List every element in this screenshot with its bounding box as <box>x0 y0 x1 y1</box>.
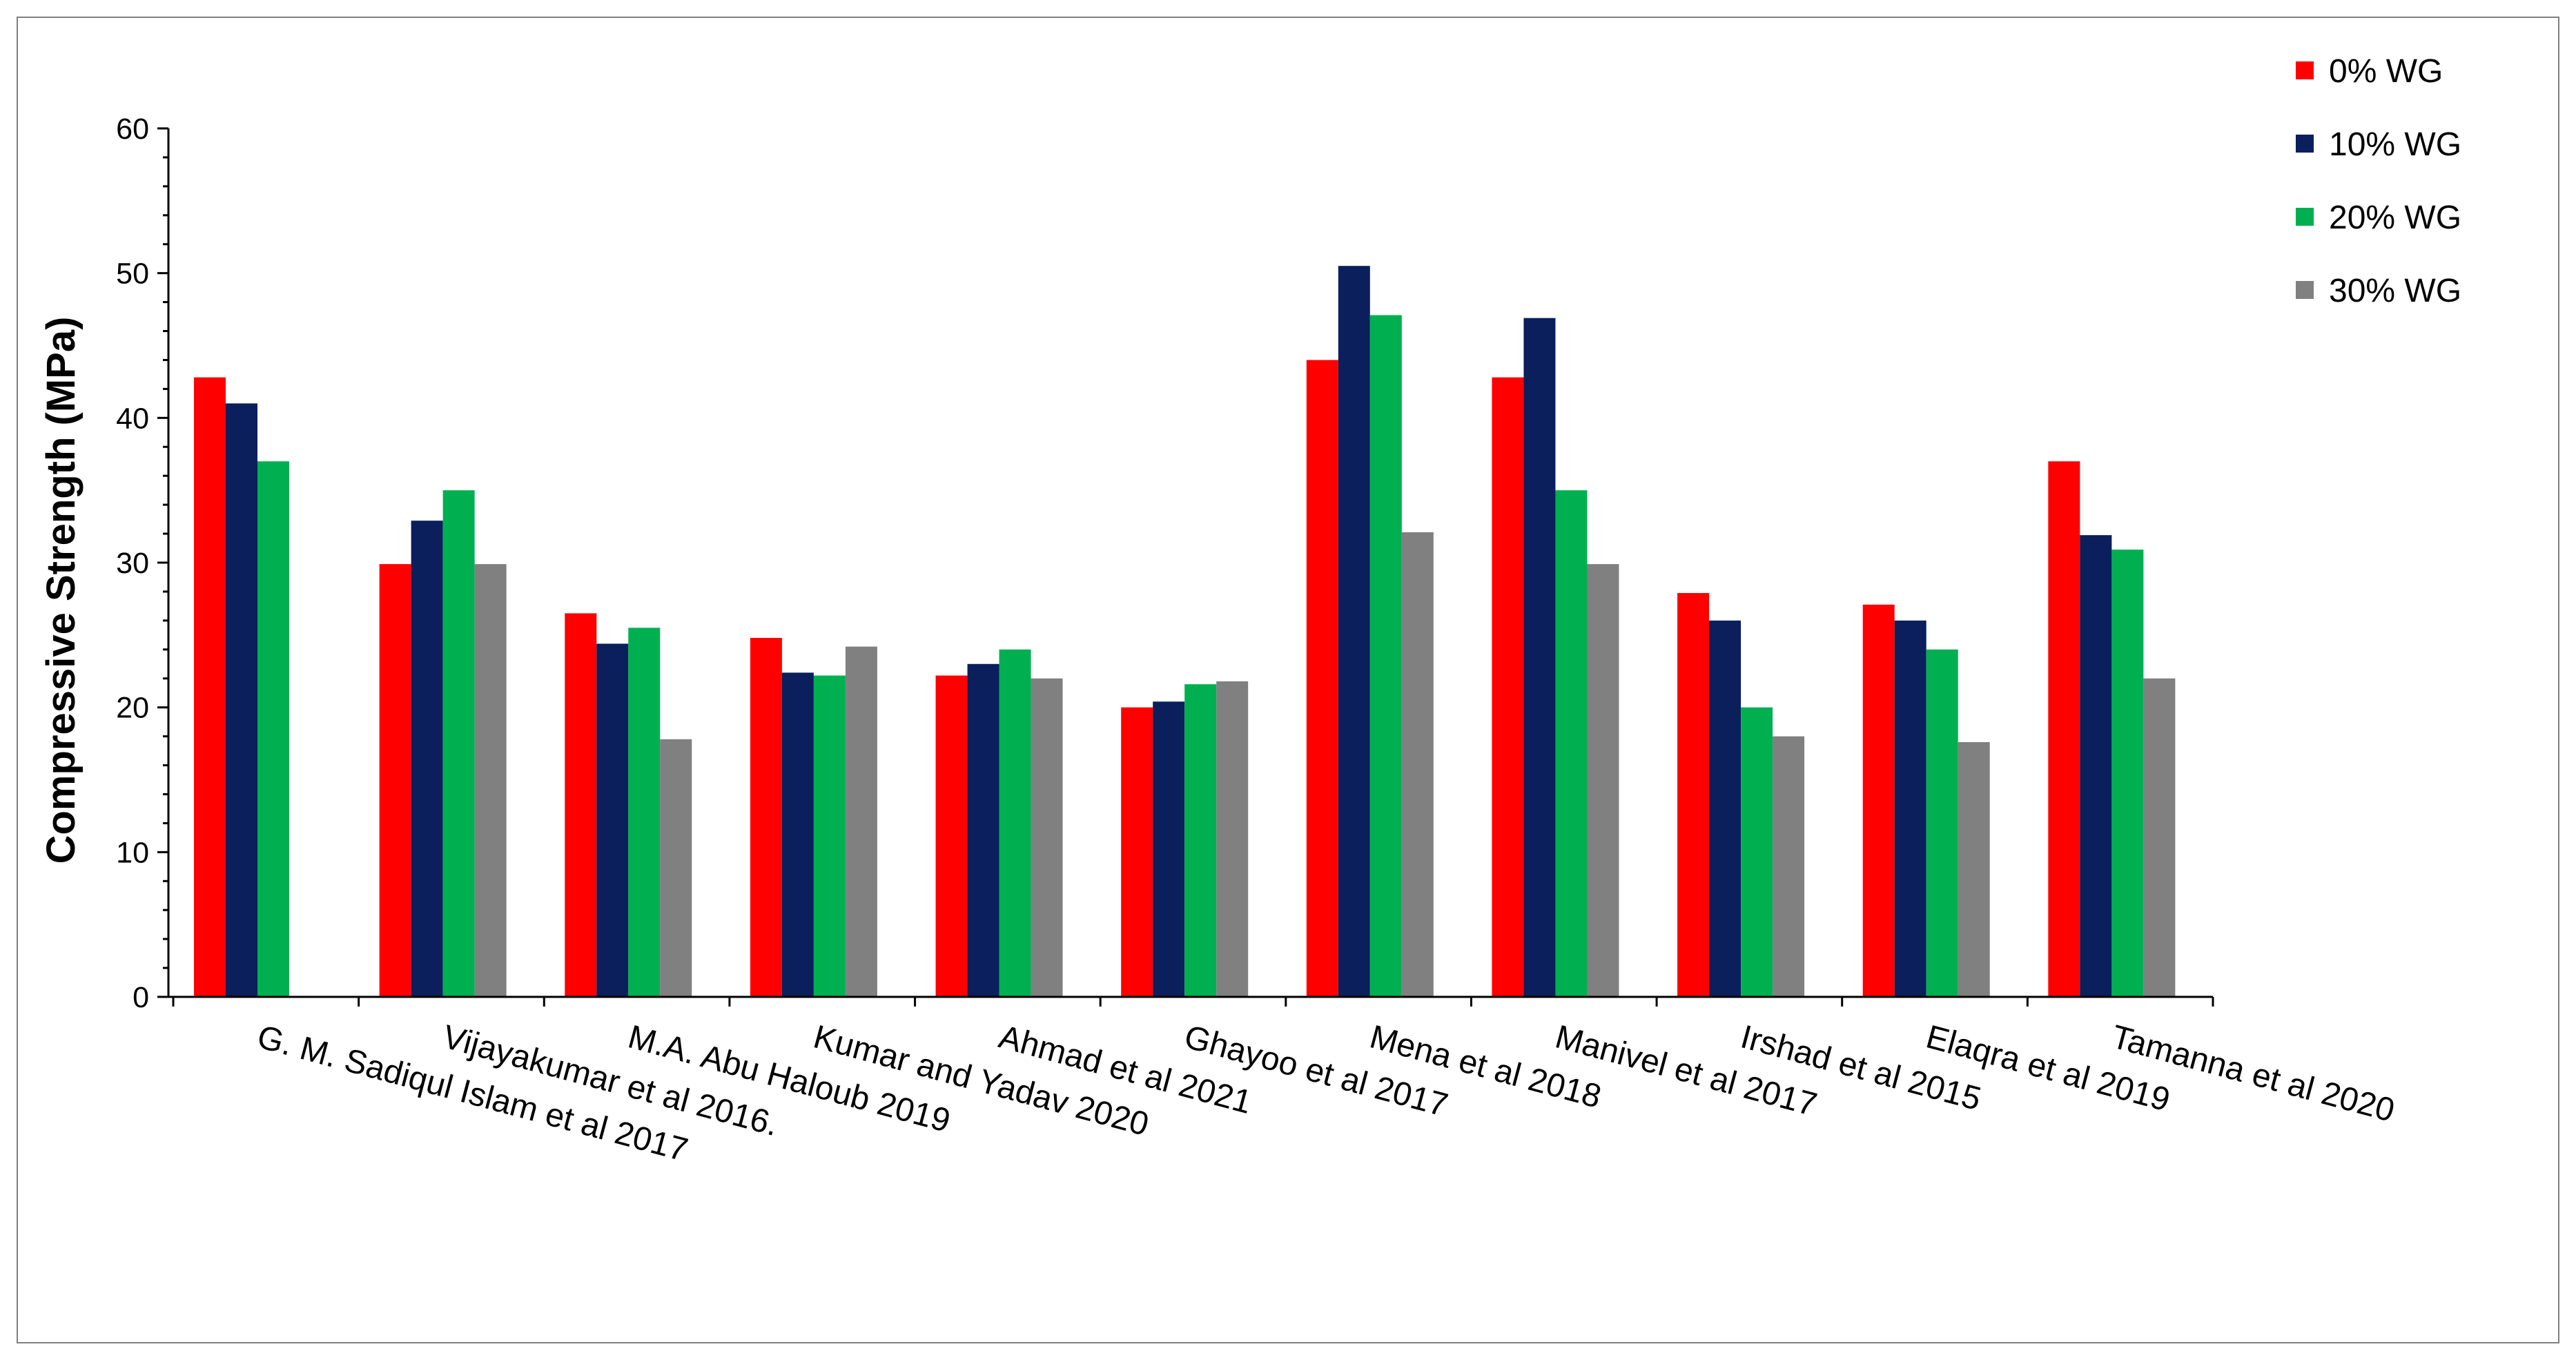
y-tick-label: 50 <box>116 258 149 291</box>
legend-label: 20% WG <box>2329 200 2461 236</box>
bar <box>1894 620 1926 997</box>
bar <box>935 675 968 997</box>
legend-swatch <box>2296 61 2314 79</box>
bar <box>1492 377 1524 997</box>
legend-swatch <box>2296 135 2314 153</box>
bar <box>1862 604 1895 997</box>
bar <box>660 739 692 997</box>
bars-group <box>194 266 2176 998</box>
y-tick-label: 0 <box>133 981 149 1014</box>
bar <box>2048 461 2080 997</box>
legend-swatch <box>2296 208 2314 226</box>
legend: 0% WG 10% WG 20% WG 30% WG <box>2296 53 2461 309</box>
y-tick-label: 40 <box>116 402 149 435</box>
chart-frame: 0 10 20 30 40 50 60 G. M. Sadiqul Islam et al … <box>17 17 2559 1343</box>
y-tick-label: 10 <box>116 836 149 869</box>
bar <box>1216 681 1249 997</box>
bar <box>1153 701 1185 997</box>
legend-label: 0% WG <box>2329 53 2443 90</box>
y-tick-label: 20 <box>116 692 149 725</box>
x-labels-group: G. M. Sadiqul Islam et al 2017Vijayakuma… <box>253 1018 2398 1169</box>
y-tick-label: 30 <box>116 547 149 580</box>
bar <box>1709 620 1741 997</box>
bar <box>1926 649 1958 997</box>
bar <box>1677 593 1710 997</box>
bar <box>2143 678 2176 997</box>
bar <box>194 377 226 997</box>
bar <box>628 628 661 997</box>
bar <box>1401 532 1434 997</box>
bar <box>1773 736 1805 997</box>
bar <box>781 672 814 997</box>
bar-chart: 0 10 20 30 40 50 60 G. M. Sadiqul Islam et al … <box>39 53 2461 1169</box>
bar <box>1741 707 1773 997</box>
bar <box>565 613 597 997</box>
bar <box>1555 490 1588 997</box>
bar <box>750 638 782 997</box>
bar <box>596 643 629 997</box>
y-axis-title: Compressive Strength (MPa) <box>39 317 84 864</box>
bar <box>813 675 846 997</box>
bar <box>379 564 411 997</box>
bar <box>1184 684 1217 997</box>
bar <box>1338 266 1370 997</box>
legend-label: 10% WG <box>2329 126 2461 163</box>
bar <box>1121 707 1153 997</box>
bar <box>1587 564 1619 997</box>
bar <box>1369 315 1402 998</box>
bar <box>1031 678 1063 997</box>
bar <box>967 663 999 997</box>
y-tick-label: 60 <box>116 113 149 146</box>
legend-label: 30% WG <box>2329 273 2461 309</box>
bar <box>226 403 257 997</box>
legend-swatch <box>2296 281 2314 299</box>
bar <box>2080 535 2112 997</box>
y-ticks-group: 0 10 20 30 40 50 60 <box>116 113 168 1014</box>
bar <box>1306 360 1338 997</box>
bar <box>411 521 443 997</box>
bar <box>442 490 475 997</box>
bar <box>845 646 877 997</box>
bar <box>1523 318 1556 997</box>
bar <box>474 564 507 997</box>
bar <box>257 461 289 997</box>
bar <box>2111 550 2144 997</box>
bar <box>999 649 1031 997</box>
bar <box>1958 741 1990 997</box>
